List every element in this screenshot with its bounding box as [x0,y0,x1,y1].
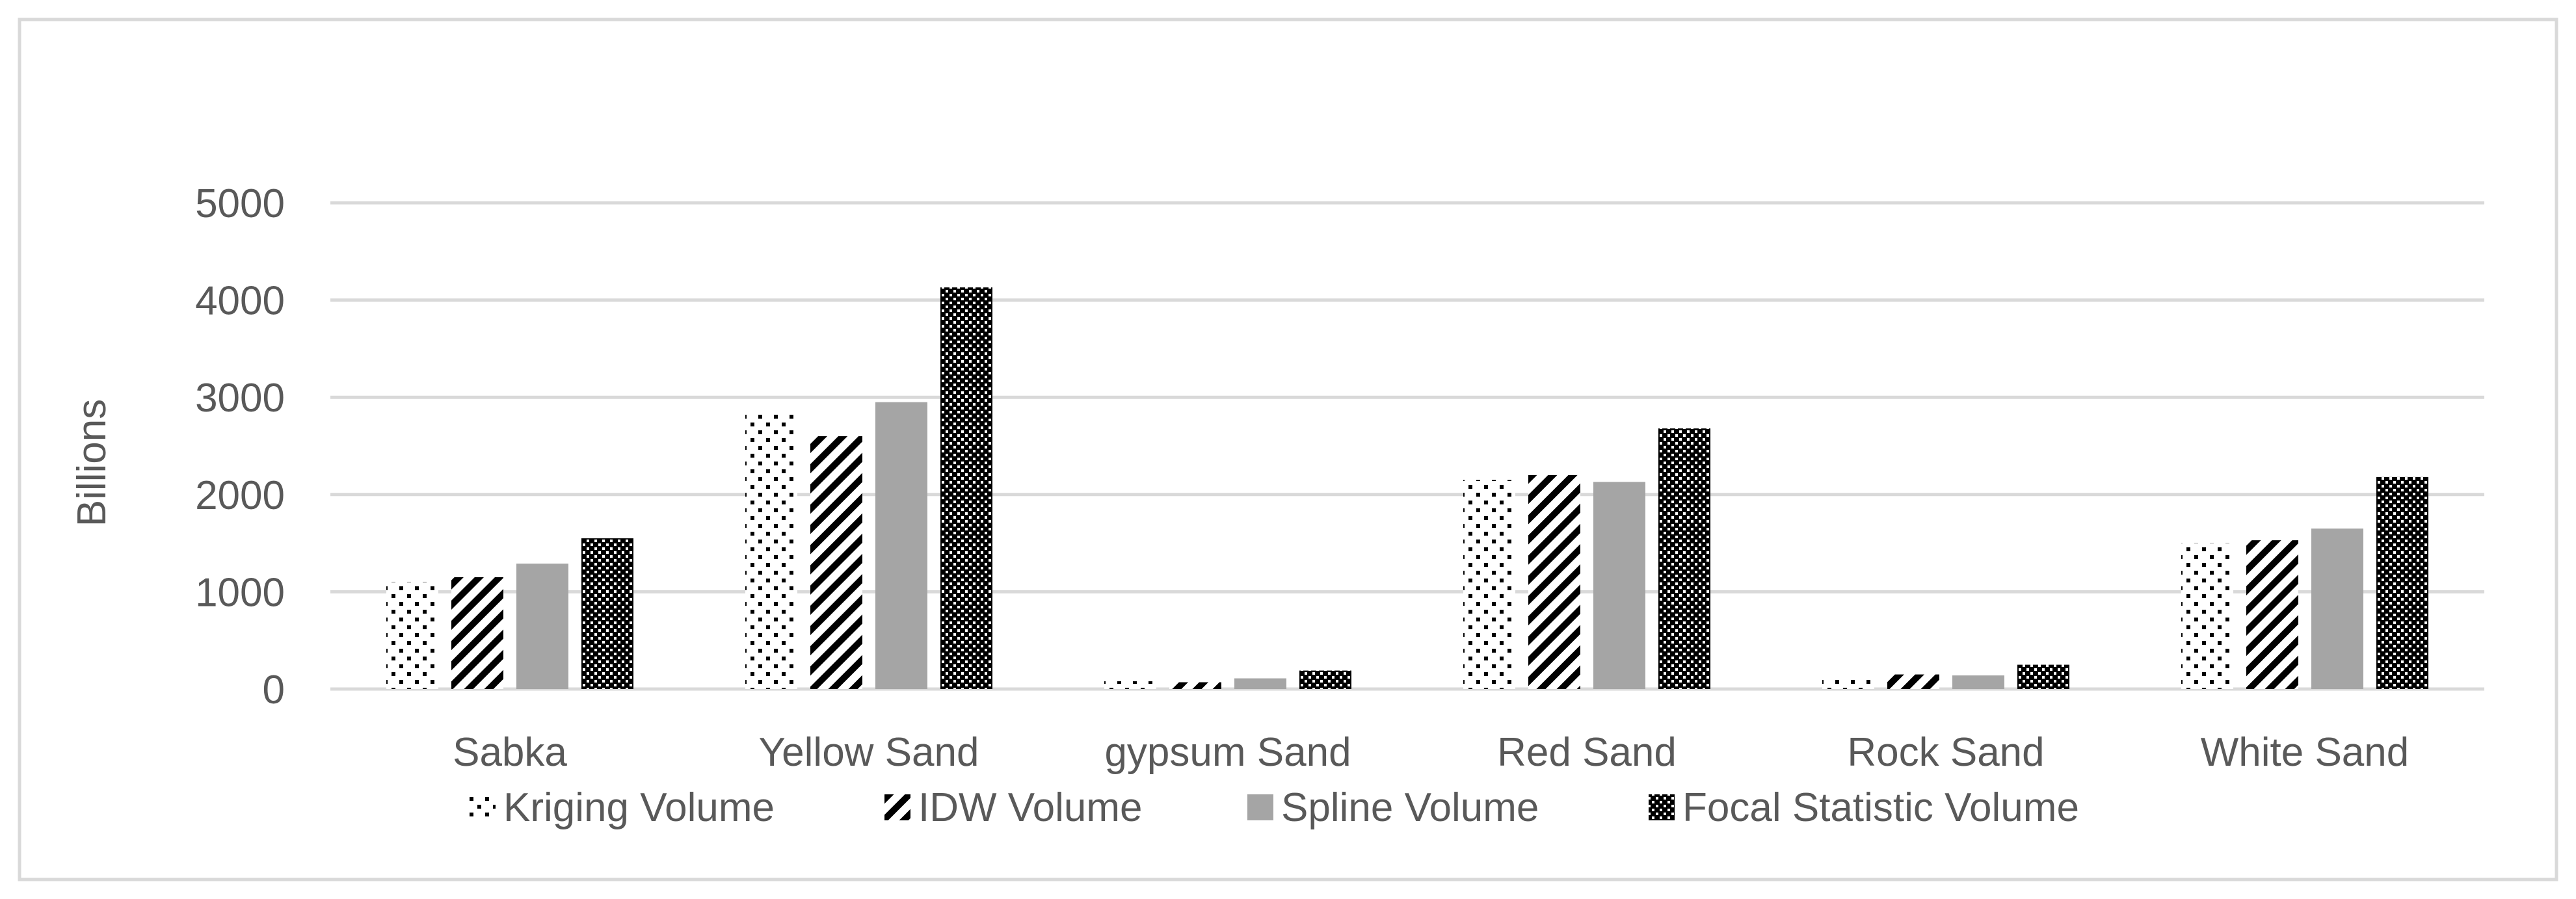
x-tick-label: Sabka [453,730,567,775]
x-tick-label: gypsum Sand [1104,730,1351,775]
x-tick-label: White Sand [2201,730,2410,775]
bar-focal-statistic-volume [940,287,992,690]
bars [386,287,2428,690]
bar-spline-volume [2311,528,2363,689]
y-axis-ticks: 0 1000 2000 3000 4000 5000 [195,181,285,712]
chart-border [18,18,2558,881]
bar-idw-volume [810,436,862,689]
bar-idw-volume [1528,475,1580,689]
legend-swatch [470,794,496,820]
bar-spline-volume [1952,675,2004,689]
x-tick-label: Yellow Sand [759,730,979,775]
bar-focal-statistic-volume [1658,428,1710,689]
legend-swatch [1247,794,1273,820]
y-axis-title: Billions [70,399,114,527]
bar-kriging-volume [386,582,438,689]
bar-spline-volume [1593,482,1645,689]
y-tick-label: 5000 [195,181,285,226]
bar-idw-volume [1887,674,1939,689]
bar-idw-volume [1169,682,1221,689]
gridlines [330,201,2484,691]
bar-idw-volume [2246,540,2298,689]
bar-kriging-volume [1463,480,1515,689]
bar-idw-volume [451,577,503,689]
bar-spline-volume [516,564,568,689]
y-tick-label: 0 [263,668,285,712]
y-tick-label: 2000 [195,473,285,518]
x-tick-label: Rock Sand [1847,730,2044,775]
y-tick-label: 3000 [195,376,285,421]
bar-focal-statistic-volume [1299,670,1351,689]
legend-label: Focal Statistic Volume [1682,785,2079,830]
legend-label: Spline Volume [1281,785,1539,830]
legend-swatch [1649,794,1675,820]
legend-label: Kriging Volume [503,785,775,830]
bar-focal-statistic-volume [2017,664,2069,689]
legend: Kriging Volume IDW Volume Spline Volume Foc… [470,785,2079,830]
y-tick-label: 4000 [195,279,285,324]
bar-spline-volume [875,402,927,689]
legend-swatch [884,794,910,820]
bar-kriging-volume [2181,543,2233,689]
bar-kriging-volume [1104,681,1156,689]
bar-kriging-volume [1822,677,1874,689]
bar-spline-volume [1234,678,1286,689]
legend-label: IDW Volume [918,785,1143,830]
y-tick-label: 1000 [195,570,285,615]
bar-focal-statistic-volume [2376,476,2428,689]
x-tick-label: Red Sand [1497,730,1677,775]
bar-kriging-volume [745,411,797,689]
x-axis-ticks: Sabka Yellow Sand gypsum Sand Red Sand Rock … [453,730,2409,775]
bar-focal-statistic-volume [581,538,633,689]
